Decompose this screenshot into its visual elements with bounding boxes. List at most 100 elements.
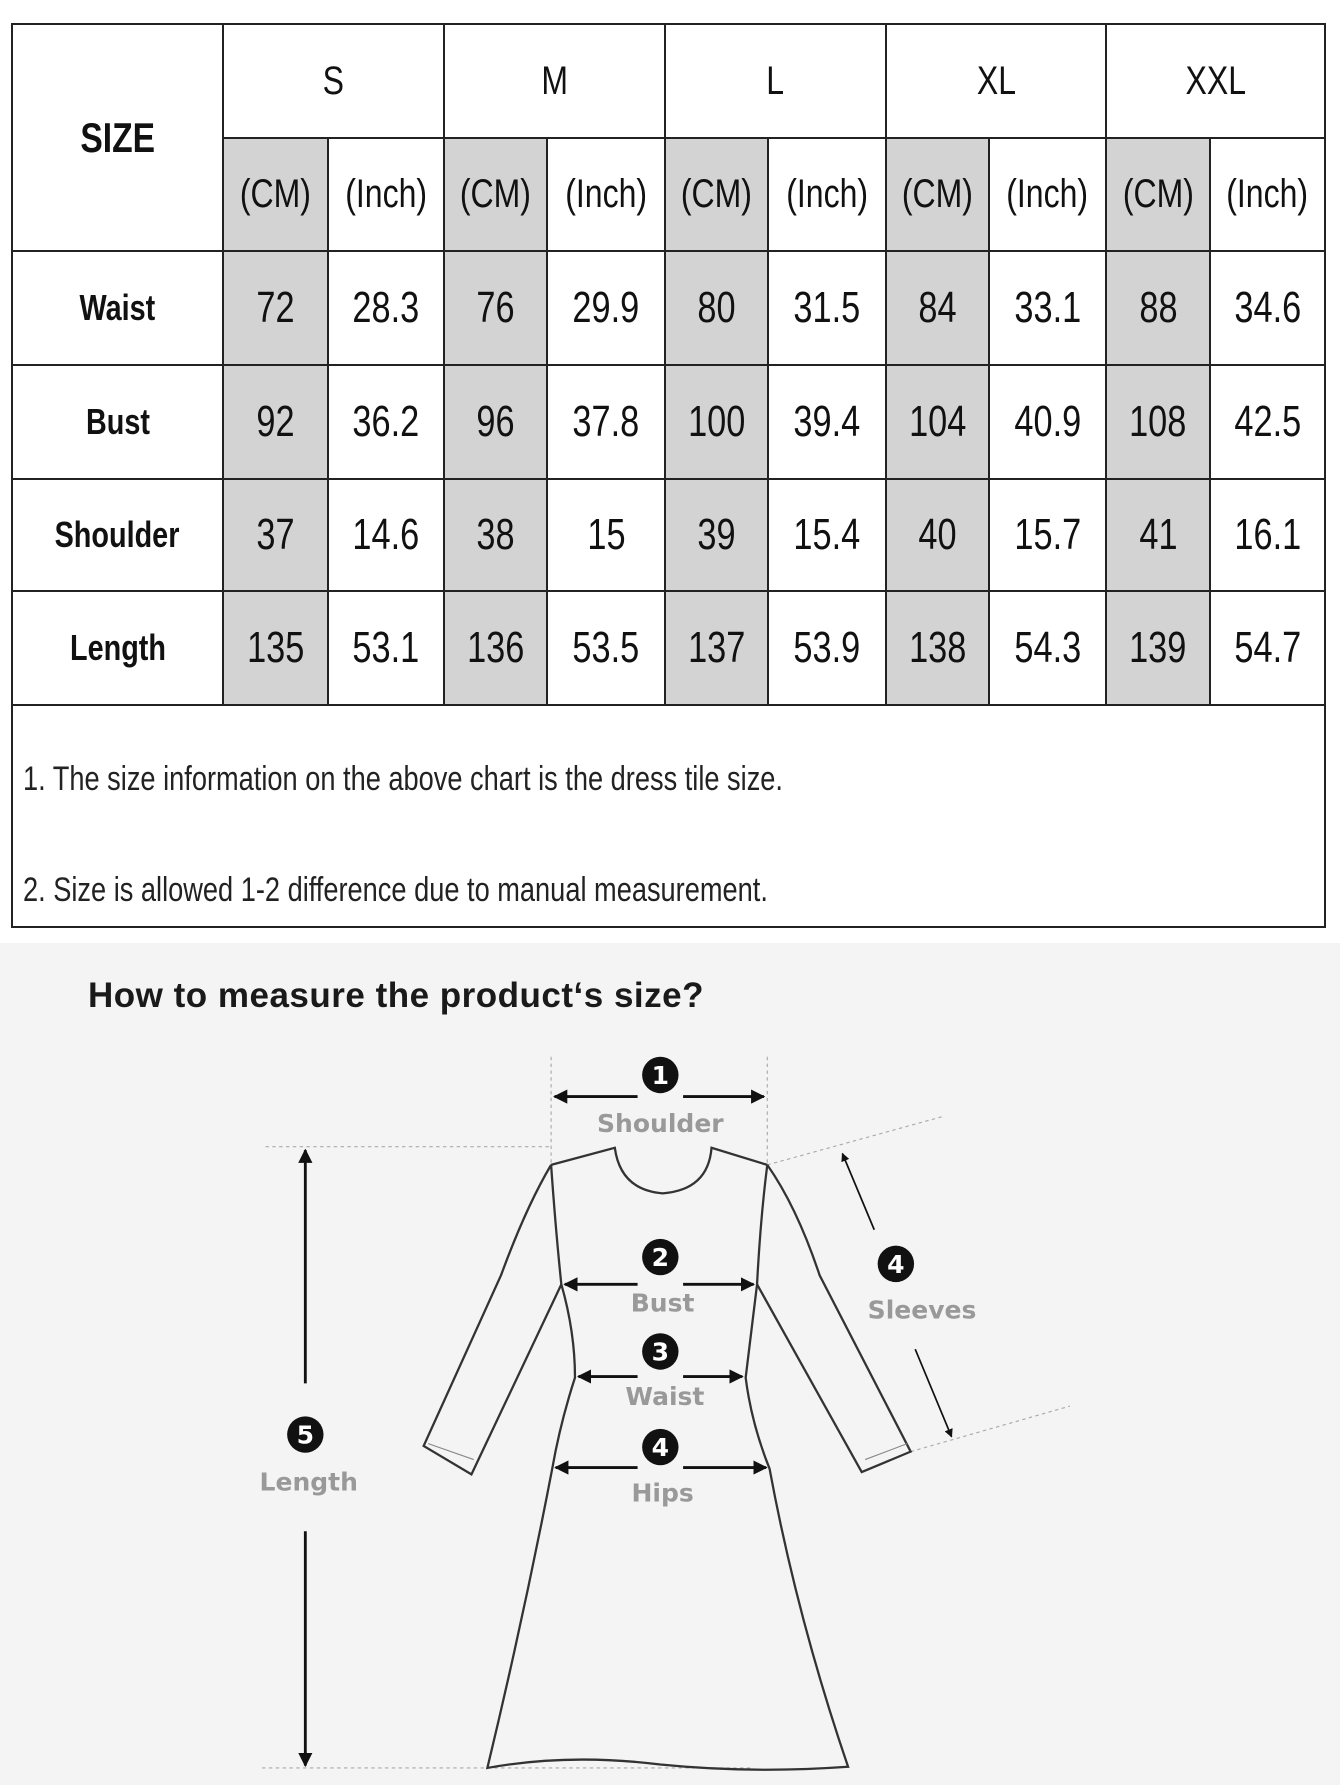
sleeves-marker: 4 Sleeves	[868, 1245, 977, 1324]
size-notes: 1. The size information on the above cha…	[13, 706, 1324, 928]
size-chart-table: SIZE S (CM) (Inch) M (CM) (Inch) L (CM) (Inch) XL (…	[11, 23, 1326, 928]
table-cell: 39.4	[769, 366, 887, 480]
svg-text:Bust: Bust	[631, 1289, 695, 1318]
size-column-s: S	[224, 25, 445, 139]
unit-header-text: (CM)	[680, 172, 753, 216]
size-header-text: SIZE	[80, 113, 155, 161]
dress-measure-diagram: 1 Shoulder 2 Bust 3 Waist 4 Hips 4 Sleev…	[260, 1056, 1071, 1771]
table-cell: 37.8	[548, 366, 666, 480]
table-cell-text: 100	[687, 397, 746, 446]
table-cell: 15.7	[990, 480, 1107, 592]
size-column-xxl-text: XXL	[1185, 58, 1246, 103]
unit-header-text: (Inch)	[565, 172, 647, 216]
table-cell: 72	[224, 252, 329, 366]
unit-header: (Inch)	[548, 139, 666, 252]
table-cell-text: 72	[256, 283, 295, 332]
row-label-shoulder-text: Shoulder	[55, 514, 180, 555]
svg-text:3: 3	[652, 1338, 669, 1367]
table-cell-text: 41	[1138, 510, 1178, 559]
unit-header: (Inch)	[1211, 139, 1326, 252]
table-cell: 53.5	[548, 592, 666, 706]
bust-marker: 2 Bust	[631, 1238, 695, 1318]
table-cell: 14.6	[329, 480, 445, 592]
table-cell: 41	[1107, 480, 1211, 592]
table-cell-text: 53.5	[572, 623, 640, 672]
row-label-bust-text: Bust	[85, 401, 150, 442]
row-label-length: Length	[13, 592, 224, 706]
table-cell-text: 104	[908, 397, 967, 446]
row-label-shoulder: Shoulder	[13, 480, 224, 592]
table-cell-text: 40.9	[1014, 397, 1081, 446]
table-cell-text: 15.7	[1014, 510, 1081, 559]
unit-header: (CM)	[224, 139, 329, 252]
note-2: 2. Size is allowed 1-2 difference due to…	[23, 871, 768, 909]
row-label-waist: Waist	[13, 252, 224, 366]
hips-marker: 4 Hips	[631, 1428, 694, 1508]
table-cell-text: 53.1	[352, 623, 420, 672]
table-cell: 84	[887, 252, 990, 366]
unit-header: (CM)	[887, 139, 990, 252]
table-cell: 136	[445, 592, 548, 706]
svg-text:4: 4	[887, 1250, 904, 1279]
table-cell: 42.5	[1211, 366, 1326, 480]
table-cell: 100	[666, 366, 769, 480]
svg-text:4: 4	[652, 1433, 669, 1462]
table-cell-text: 16.1	[1234, 510, 1301, 559]
table-cell-text: 54.7	[1234, 623, 1301, 672]
table-cell-text: 139	[1129, 623, 1187, 672]
table-cell: 37	[224, 480, 329, 592]
size-column-xl-text: XL	[976, 58, 1016, 103]
table-cell: 33.1	[990, 252, 1107, 366]
table-cell-text: 138	[908, 623, 967, 672]
unit-header: (CM)	[1107, 139, 1211, 252]
table-cell: 108	[1107, 366, 1211, 480]
unit-header-text: (CM)	[901, 172, 974, 216]
table-cell: 96	[445, 366, 548, 480]
table-cell-text: 96	[476, 397, 515, 446]
table-cell-text: 136	[466, 623, 525, 672]
size-column-l: L	[666, 25, 887, 139]
table-cell: 139	[1107, 592, 1211, 706]
table-cell: 76	[445, 252, 548, 366]
table-cell: 53.9	[769, 592, 887, 706]
table-cell: 34.6	[1211, 252, 1326, 366]
table-cell-text: 137	[687, 623, 746, 672]
unit-header-text: (Inch)	[345, 172, 427, 216]
table-cell: 15.4	[769, 480, 887, 592]
table-cell-text: 37.8	[572, 397, 640, 446]
svg-text:Sleeves: Sleeves	[868, 1295, 977, 1324]
size-column-xl: XL	[887, 25, 1107, 139]
svg-text:2: 2	[652, 1243, 669, 1272]
table-cell: 15	[548, 480, 666, 592]
svg-text:Hips: Hips	[631, 1479, 693, 1508]
table-cell-text: 76	[476, 283, 515, 332]
svg-text:Shoulder: Shoulder	[597, 1109, 724, 1138]
size-column-m: M	[445, 25, 666, 139]
table-cell: 53.1	[329, 592, 445, 706]
unit-header-text: (Inch)	[1006, 172, 1089, 216]
row-label-length-text: Length	[69, 627, 166, 668]
unit-header: (CM)	[666, 139, 769, 252]
table-cell-text: 36.2	[352, 397, 420, 446]
table-cell: 88	[1107, 252, 1211, 366]
table-cell: 138	[887, 592, 990, 706]
size-column-xxl: XXL	[1107, 25, 1326, 139]
measure-guide: How to measure the product‘s size?	[0, 943, 1340, 1785]
unit-header-text: (Inch)	[786, 172, 868, 216]
table-cell-text: 53.9	[793, 623, 861, 672]
table-cell: 92	[224, 366, 329, 480]
table-cell-text: 34.6	[1234, 283, 1301, 332]
table-cell-text: 80	[697, 283, 736, 332]
row-label-waist-text: Waist	[79, 287, 156, 328]
svg-text:Length: Length	[260, 1467, 358, 1496]
table-cell-text: 108	[1129, 397, 1187, 446]
table-cell: 104	[887, 366, 990, 480]
table-cell-text: 31.5	[793, 283, 861, 332]
table-cell-text: 39.4	[793, 397, 861, 446]
table-cell: 16.1	[1211, 480, 1326, 592]
table-cell-text: 38	[476, 510, 515, 559]
table-cell: 40.9	[990, 366, 1107, 480]
table-cell: 38	[445, 480, 548, 592]
table-cell-text: 40	[918, 510, 957, 559]
unit-header-text: (CM)	[239, 172, 312, 216]
